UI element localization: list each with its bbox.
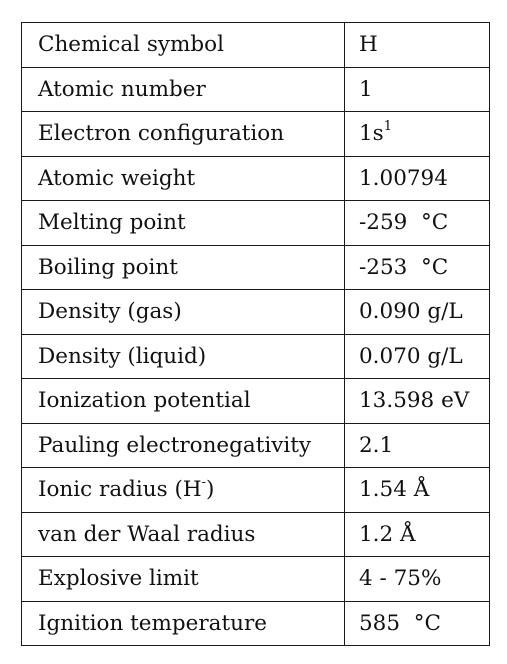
row-value: H — [344, 22, 490, 68]
row-label: Atomic weight — [21, 155, 345, 201]
row-label: Pauling electronegativity — [21, 422, 345, 468]
row-value: 2.1 — [344, 422, 490, 468]
row-label: Electron configuration — [21, 111, 345, 157]
row-value: 0.090 g/L — [344, 289, 490, 335]
row-value: 4 - 75% — [344, 556, 490, 602]
row-value: 1.2 Å — [344, 511, 490, 557]
row-label: Melting point — [21, 200, 345, 246]
row-label: Boiling point — [21, 244, 345, 290]
row-value: -253 °C — [344, 244, 490, 290]
row-label: van der Waal radius — [21, 511, 345, 557]
row-label: Explosive limit — [21, 556, 345, 602]
value-superscript: 1 — [383, 118, 392, 134]
row-value: 0.070 g/L — [344, 333, 490, 379]
label-text: Ionic radius (H — [38, 477, 202, 502]
row-value: 1 — [344, 66, 490, 112]
row-value: -259 °C — [344, 200, 490, 246]
value-text: 1s — [359, 121, 384, 146]
table-row: Explosive limit 4 - 75% — [21, 556, 490, 602]
table-row: Boiling point -253 °C — [21, 244, 490, 290]
table-row: Melting point -259 °C — [21, 200, 490, 246]
row-label: Ionic radius (H-) — [21, 467, 345, 513]
row-value: 1.54 Å — [344, 467, 490, 513]
row-label: Chemical symbol — [21, 22, 345, 68]
table-row: Electron configuration 1s1 — [21, 111, 490, 157]
row-label: Density (gas) — [21, 289, 345, 335]
row-value: 585 °C — [344, 600, 490, 646]
table-row: Atomic number 1 — [21, 66, 490, 112]
table-row: Pauling electronegativity 2.1 — [21, 422, 490, 468]
table-row: Chemical symbol H — [21, 22, 490, 68]
table-row: Atomic weight 1.00794 — [21, 155, 490, 201]
row-label: Ignition temperature — [21, 600, 345, 646]
table-row: Ionization potential 13.598 eV — [21, 378, 490, 424]
row-value: 1.00794 — [344, 155, 490, 201]
label-suffix: ) — [206, 477, 215, 502]
properties-table: Chemical symbol H Atomic number 1 Electr… — [21, 22, 490, 646]
row-label: Ionization potential — [21, 378, 345, 424]
table-row: van der Waal radius 1.2 Å — [21, 511, 490, 557]
row-value: 1s1 — [344, 111, 490, 157]
table-row: Ionic radius (H-) 1.54 Å — [21, 467, 490, 513]
table-row: Ignition temperature 585 °C — [21, 600, 490, 646]
row-value: 13.598 eV — [344, 378, 490, 424]
table-row: Density (liquid) 0.070 g/L — [21, 333, 490, 379]
table-row: Density (gas) 0.090 g/L — [21, 289, 490, 335]
label-superscript: - — [201, 474, 207, 490]
row-label: Atomic number — [21, 66, 345, 112]
row-label: Density (liquid) — [21, 333, 345, 379]
